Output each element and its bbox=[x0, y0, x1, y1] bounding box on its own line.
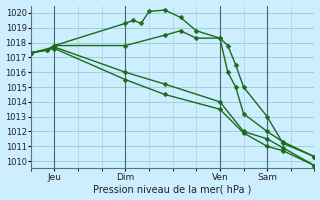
X-axis label: Pression niveau de la mer( hPa ): Pression niveau de la mer( hPa ) bbox=[93, 184, 252, 194]
